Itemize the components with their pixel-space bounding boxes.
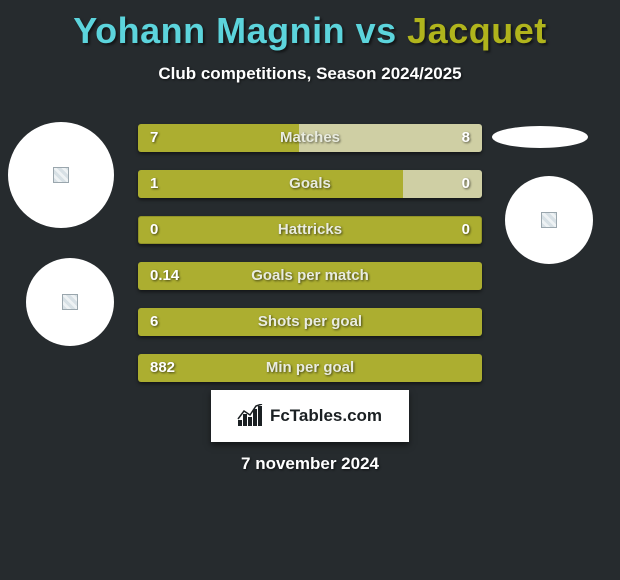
bar-label: Matches xyxy=(138,124,482,152)
date-label: 7 november 2024 xyxy=(0,454,620,474)
bar-row: 00Hattricks xyxy=(138,216,482,244)
bar-row: 78Matches xyxy=(138,124,482,152)
subtitle: Club competitions, Season 2024/2025 xyxy=(0,64,620,84)
avatar-player1-a xyxy=(8,122,114,228)
avatar-player1-b xyxy=(26,258,114,346)
bar-label: Goals xyxy=(138,170,482,198)
bar-row: 6Shots per goal xyxy=(138,308,482,336)
bar-row: 10Goals xyxy=(138,170,482,198)
logo-text: FcTables.com xyxy=(270,406,382,426)
bar-label: Hattricks xyxy=(138,216,482,244)
bar-label: Min per goal xyxy=(138,354,482,382)
ellipse-decoration xyxy=(492,126,588,148)
title-vs: vs xyxy=(356,10,397,51)
logo-box: FcTables.com xyxy=(211,390,409,442)
logo-chart-icon xyxy=(238,406,264,426)
bar-label: Goals per match xyxy=(138,262,482,290)
bar-label: Shots per goal xyxy=(138,308,482,336)
placeholder-icon xyxy=(62,294,78,310)
placeholder-icon xyxy=(53,167,69,183)
placeholder-icon xyxy=(541,212,557,228)
page-title: Yohann Magnin vs Jacquet xyxy=(0,0,620,52)
title-player1: Yohann Magnin xyxy=(73,10,345,51)
avatar-player2 xyxy=(505,176,593,264)
title-player2: Jacquet xyxy=(407,10,547,51)
bar-row: 0.14Goals per match xyxy=(138,262,482,290)
comparison-bars: 78Matches 10Goals 00Hattricks 0.14Goals per… xyxy=(138,124,482,400)
bar-row: 882Min per goal xyxy=(138,354,482,382)
